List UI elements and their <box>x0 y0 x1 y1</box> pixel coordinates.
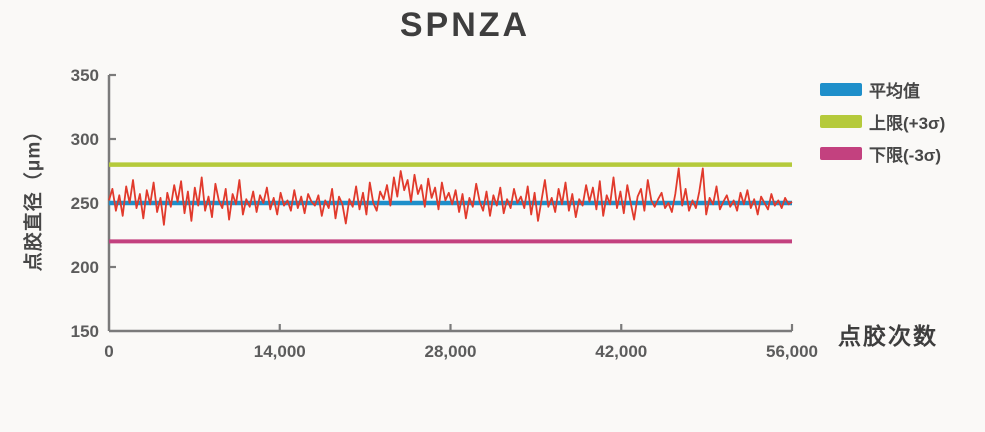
lower-limit-swatch <box>820 146 862 160</box>
legend-label-average: 平均值 <box>869 81 920 101</box>
chart-title: SPNZA <box>399 6 531 44</box>
x-tick-label: 28,000 <box>425 342 477 361</box>
y-tick-label: 200 <box>71 258 99 277</box>
y-tick-label: 150 <box>71 322 99 341</box>
x-axis-title: 点胶次数 <box>838 323 938 349</box>
legend-label-lower-limit: 下限(-3σ) <box>869 145 942 165</box>
y-tick-label: 350 <box>71 66 99 85</box>
y-tick-label: 250 <box>71 194 99 213</box>
legend-item-upper-limit: 上限(+3σ) <box>820 114 945 133</box>
legend-item-average: 平均值 <box>820 82 945 101</box>
average-line-swatch <box>820 82 862 96</box>
legend-label-upper-limit: 上限(+3σ) <box>869 113 946 133</box>
data-series-line <box>108 167 793 226</box>
x-tick-label: 56,000 <box>766 342 818 361</box>
x-tick-label: 42,000 <box>595 342 647 361</box>
x-tick-label: 0 <box>104 342 113 361</box>
legend-item-lower-limit: 下限(-3σ) <box>820 146 945 165</box>
y-axis-title: 点胶直径（μm） <box>23 120 45 272</box>
legend: 平均值 上限(+3σ) 下限(-3σ) <box>820 82 945 178</box>
x-tick-label: 14,000 <box>254 342 306 361</box>
y-tick-label: 300 <box>71 130 99 149</box>
upper-limit-swatch <box>820 114 862 128</box>
